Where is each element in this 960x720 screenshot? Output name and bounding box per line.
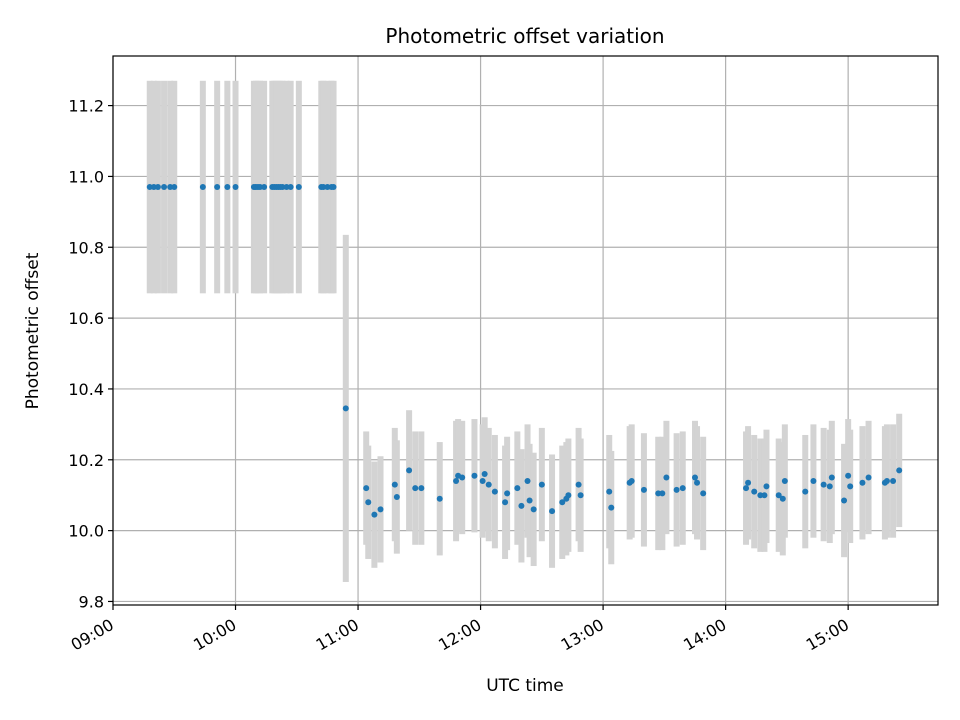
data-point — [691, 474, 698, 481]
y-tick-label: 10.8 — [68, 238, 104, 257]
data-point — [559, 499, 566, 506]
data-point — [826, 483, 833, 490]
plot-frame — [112, 55, 939, 606]
y-tick-label: 11.0 — [68, 167, 104, 186]
data-point — [363, 485, 370, 492]
data-point — [845, 472, 852, 479]
data-point — [549, 508, 556, 515]
y-tick-label: 10.0 — [68, 522, 104, 541]
data-point — [890, 478, 897, 485]
data-point — [694, 479, 701, 486]
data-point — [538, 481, 545, 488]
data-point — [530, 506, 537, 513]
data-point — [436, 495, 443, 502]
data-point — [342, 405, 349, 412]
data-point — [224, 184, 231, 191]
data-point — [485, 481, 492, 488]
y-tick-label: 10.2 — [68, 451, 104, 470]
data-point — [502, 499, 509, 506]
data-point — [577, 492, 584, 499]
data-point — [471, 472, 478, 479]
data-point — [847, 483, 854, 490]
y-tick-label: 9.8 — [79, 592, 104, 611]
data-point — [820, 481, 827, 488]
data-point — [524, 478, 531, 485]
data-point — [761, 492, 768, 499]
data-point — [565, 492, 572, 499]
data-point — [481, 470, 488, 477]
data-point — [810, 478, 817, 485]
y-tick-label: 10.6 — [68, 309, 104, 328]
data-point — [514, 485, 521, 492]
data-point — [504, 490, 511, 497]
data-point — [161, 184, 168, 191]
y-axis-ticks: 9.8 10.0 10.2 10.4 10.6 10.8 11.0 11.2 — [68, 97, 113, 611]
data-point — [828, 474, 835, 481]
y-tick-label: 11.2 — [68, 97, 104, 116]
data-point — [377, 506, 384, 513]
chart-title: Photometric offset variation — [385, 24, 664, 48]
data-point — [663, 474, 670, 481]
data-point — [575, 481, 582, 488]
data-point — [154, 184, 161, 191]
data-point — [287, 184, 294, 191]
data-points — [146, 184, 903, 518]
data-point — [745, 479, 752, 486]
data-point — [781, 478, 788, 485]
data-point — [371, 511, 378, 518]
data-point — [763, 483, 770, 490]
data-point — [896, 467, 903, 474]
data-point — [199, 184, 206, 191]
data-point — [679, 485, 686, 492]
data-point — [518, 502, 525, 509]
data-point — [883, 478, 890, 485]
data-point — [459, 474, 466, 481]
y-axis-label: Photometric offset — [23, 252, 43, 409]
data-point — [406, 467, 413, 474]
data-point — [295, 184, 302, 191]
data-point — [775, 492, 782, 499]
data-point — [673, 486, 680, 493]
data-point — [841, 497, 848, 504]
data-point — [491, 488, 498, 495]
data-point — [608, 504, 615, 511]
data-point — [479, 478, 486, 485]
data-point — [393, 493, 400, 500]
data-point — [453, 478, 460, 485]
data-point — [214, 184, 221, 191]
data-point — [659, 490, 666, 497]
data-point — [330, 184, 337, 191]
data-point — [171, 184, 178, 191]
data-point — [526, 497, 533, 504]
data-point — [865, 474, 872, 481]
x-axis-label: UTC time — [486, 676, 564, 696]
data-point — [700, 490, 707, 497]
data-point — [779, 495, 786, 502]
data-point — [232, 184, 239, 191]
data-point — [606, 488, 613, 495]
data-point — [365, 499, 372, 506]
data-point — [640, 486, 647, 493]
data-point — [751, 488, 758, 495]
data-point — [418, 485, 425, 492]
data-point — [391, 481, 398, 488]
data-point — [628, 478, 635, 485]
data-point — [261, 184, 268, 191]
y-tick-label: 10.4 — [68, 380, 104, 399]
data-point — [802, 488, 809, 495]
data-point — [412, 485, 419, 492]
data-point — [859, 479, 866, 486]
data-point — [743, 485, 750, 492]
